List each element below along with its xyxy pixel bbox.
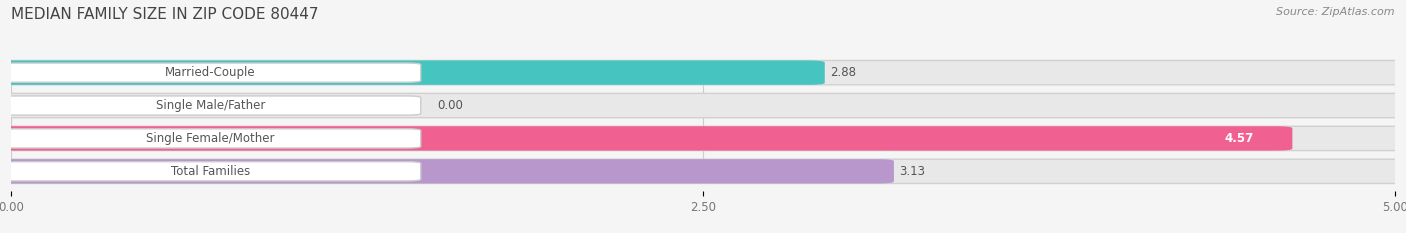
FancyBboxPatch shape [0,126,1292,151]
FancyBboxPatch shape [0,129,420,148]
FancyBboxPatch shape [0,63,420,82]
FancyBboxPatch shape [0,93,1406,118]
FancyBboxPatch shape [0,96,420,115]
Text: MEDIAN FAMILY SIZE IN ZIP CODE 80447: MEDIAN FAMILY SIZE IN ZIP CODE 80447 [11,7,319,22]
Text: 3.13: 3.13 [900,165,925,178]
Text: Single Male/Father: Single Male/Father [156,99,266,112]
Text: 0.00: 0.00 [437,99,463,112]
FancyBboxPatch shape [0,159,894,184]
Text: 4.57: 4.57 [1225,132,1254,145]
FancyBboxPatch shape [0,159,1406,184]
Text: Source: ZipAtlas.com: Source: ZipAtlas.com [1277,7,1395,17]
Text: Single Female/Mother: Single Female/Mother [146,132,274,145]
FancyBboxPatch shape [0,61,1406,85]
FancyBboxPatch shape [0,126,1406,151]
Text: Married-Couple: Married-Couple [165,66,256,79]
FancyBboxPatch shape [0,162,420,181]
Text: 2.88: 2.88 [831,66,856,79]
Text: Total Families: Total Families [172,165,250,178]
FancyBboxPatch shape [0,61,825,85]
